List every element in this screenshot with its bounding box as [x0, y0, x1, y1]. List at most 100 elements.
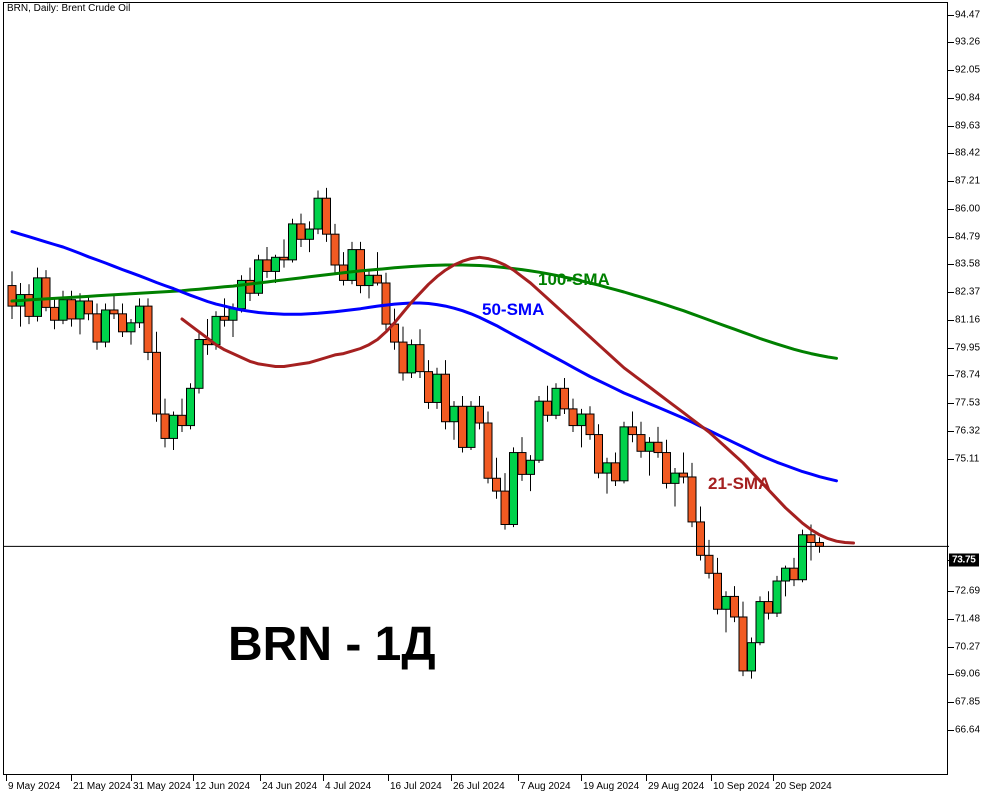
date-tick-label: 20 Sep 2024: [775, 781, 832, 792]
current-price-marker: 73.75: [949, 553, 979, 567]
date-tick: [323, 775, 324, 781]
date-tick-label: 4 Jul 2024: [325, 781, 372, 792]
candlestick-plot[interactable]: [4, 3, 949, 776]
price-tick: [948, 320, 954, 321]
candle-body: [645, 441, 654, 452]
candle-body: [58, 299, 68, 321]
price-tick: [948, 647, 954, 648]
candle-body: [458, 405, 467, 448]
candle-body: [466, 405, 476, 448]
price-tick-label: 88.42: [955, 147, 981, 159]
price-tick: [948, 403, 954, 404]
price-tick: [948, 591, 954, 592]
price-tick-label: 81.16: [955, 314, 981, 326]
candle-body: [194, 339, 204, 389]
candle-body: [92, 313, 102, 343]
sma21-annotation: 21-SMA: [708, 474, 771, 493]
candle-body: [594, 434, 603, 474]
candle-body: [288, 223, 297, 261]
date-tick: [388, 775, 389, 781]
candle-body: [109, 309, 119, 315]
date-tick-label: 26 Jul 2024: [453, 781, 505, 792]
candle-body: [7, 285, 17, 307]
candle-body: [670, 472, 680, 484]
candle-body: [449, 405, 459, 423]
price-tick-label: 72.69: [955, 585, 981, 597]
sma100-annotation: 100-SMA: [538, 270, 610, 289]
candle-body: [611, 462, 620, 482]
date-tick-label: 16 Jul 2024: [390, 781, 442, 792]
candle-body: [602, 462, 612, 474]
candle-body: [407, 344, 416, 374]
candle-body: [560, 387, 569, 410]
price-tick-label: 93.26: [955, 36, 981, 48]
date-tick: [131, 775, 132, 781]
candle-body: [492, 477, 501, 492]
candle-body: [679, 472, 688, 478]
price-tick-label: 82.37: [955, 286, 981, 298]
candle-body: [75, 300, 85, 320]
candle-body: [101, 309, 110, 343]
date-tick: [451, 775, 452, 781]
candle-body: [228, 308, 238, 321]
price-tick-label: 77.53: [955, 397, 981, 409]
date-tick: [6, 775, 7, 781]
date-tick: [646, 775, 647, 781]
date-tick-label: 29 Aug 2024: [648, 781, 705, 792]
price-tick: [948, 126, 954, 127]
price-tick: [948, 730, 954, 731]
price-tick: [948, 619, 954, 620]
candle-body: [585, 413, 595, 436]
price-axis[interactable]: 73.75 94.47 93.26 92.05 90.84 89.63 88.42 87.2…: [948, 2, 1000, 775]
candle-body: [483, 422, 493, 479]
price-tick: [948, 348, 954, 349]
candle-body: [509, 452, 518, 525]
chart-watermark: BRN - 1Д: [228, 618, 436, 671]
price-tick: [948, 209, 954, 210]
date-tick-label: 9 May 2024: [8, 781, 61, 792]
price-tick: [948, 674, 954, 675]
date-tick-label: 19 Aug 2024: [583, 781, 640, 792]
date-tick-label: 7 Aug 2024: [520, 781, 571, 792]
date-tick: [71, 775, 72, 781]
date-tick-label: 24 Jun 2024: [262, 781, 318, 792]
candle-body: [551, 387, 561, 416]
price-tick-label: 87.21: [955, 175, 981, 187]
date-tick-label: 10 Sep 2024: [713, 781, 770, 792]
candle-body: [50, 306, 59, 321]
candle-body: [322, 197, 331, 235]
candle-body: [721, 595, 731, 610]
current-price-tick: [948, 560, 954, 561]
candle-body: [534, 400, 544, 461]
candle-body: [543, 400, 552, 416]
price-tick-label: 78.74: [955, 369, 981, 381]
plot-area[interactable]: [3, 2, 949, 776]
candle-body: [696, 521, 705, 556]
candle-body: [730, 595, 739, 618]
date-tick: [193, 775, 194, 781]
candle-body: [33, 277, 42, 317]
candle-body: [118, 313, 127, 333]
date-tick: [260, 775, 261, 781]
date-tick: [711, 775, 712, 781]
candle-body: [415, 344, 425, 373]
price-tick-label: 70.27: [955, 641, 981, 653]
price-tick-label: 71.48: [955, 613, 981, 625]
candle-body: [772, 580, 782, 614]
candle-body: [41, 277, 51, 308]
price-tick: [948, 98, 954, 99]
price-tick-label: 83.58: [955, 258, 981, 270]
candle-body: [704, 554, 714, 574]
price-tick-label: 67.85: [955, 696, 981, 708]
candle-body: [517, 452, 527, 475]
price-tick-label: 94.47: [955, 9, 981, 21]
candle-body: [755, 601, 765, 644]
candle-body: [789, 567, 799, 581]
candle-body: [764, 601, 773, 614]
price-tick-label: 75.11: [955, 453, 980, 465]
candle-body: [177, 414, 187, 427]
candle-body: [475, 405, 484, 424]
price-tick-label: 86.00: [955, 203, 981, 215]
candle-body: [653, 441, 663, 454]
candle-body: [220, 315, 229, 321]
